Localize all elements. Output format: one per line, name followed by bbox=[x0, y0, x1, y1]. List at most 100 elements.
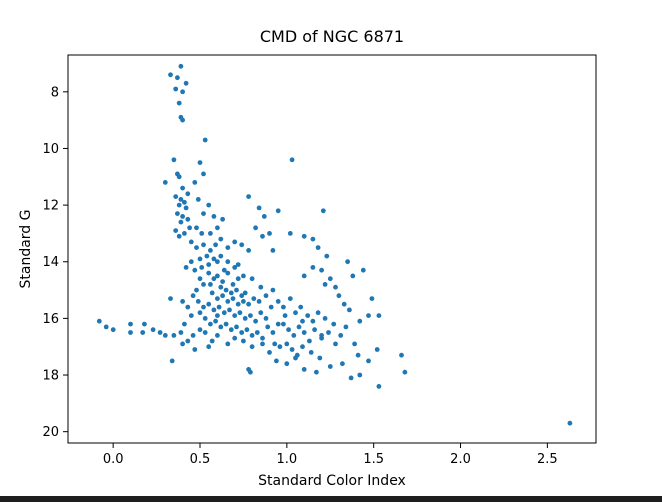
data-point bbox=[206, 262, 212, 267]
data-point bbox=[340, 361, 345, 367]
data-point bbox=[300, 318, 305, 324]
chart-title: CMD of NGC 6871 bbox=[260, 27, 404, 46]
data-point bbox=[182, 199, 187, 205]
data-point bbox=[187, 225, 193, 231]
data-point bbox=[183, 265, 189, 270]
plot-frame bbox=[67, 54, 597, 444]
data-point bbox=[192, 267, 198, 273]
data-point bbox=[326, 330, 331, 335]
data-point bbox=[225, 270, 231, 276]
data-point bbox=[248, 313, 253, 318]
data-point bbox=[315, 310, 321, 316]
data-point bbox=[291, 333, 297, 338]
data-point bbox=[211, 214, 217, 219]
data-point bbox=[211, 256, 217, 262]
data-point bbox=[343, 324, 349, 330]
data-point bbox=[178, 63, 184, 69]
taskbar-strip bbox=[0, 496, 662, 502]
data-point bbox=[336, 293, 342, 299]
data-point bbox=[249, 333, 255, 338]
data-points bbox=[96, 63, 573, 426]
data-point bbox=[265, 324, 271, 330]
data-point bbox=[234, 287, 239, 293]
data-point bbox=[319, 333, 324, 338]
data-point bbox=[230, 282, 236, 287]
data-point bbox=[263, 293, 269, 299]
data-point bbox=[256, 205, 262, 211]
data-point bbox=[215, 313, 220, 318]
data-point bbox=[402, 369, 408, 375]
data-point bbox=[260, 341, 265, 347]
data-point bbox=[327, 364, 333, 369]
y-tick-label: 20 bbox=[42, 425, 59, 440]
data-point bbox=[270, 330, 276, 335]
data-point bbox=[195, 299, 201, 304]
data-point bbox=[319, 267, 324, 273]
data-point bbox=[350, 273, 356, 279]
data-point bbox=[232, 265, 238, 270]
data-point bbox=[281, 321, 286, 327]
data-point bbox=[182, 231, 187, 236]
data-point bbox=[175, 75, 180, 81]
data-point bbox=[216, 304, 222, 310]
data-point bbox=[218, 253, 224, 259]
data-point bbox=[206, 344, 212, 350]
data-point bbox=[248, 369, 253, 375]
data-point bbox=[225, 299, 231, 304]
y-tick-label: 12 bbox=[42, 199, 59, 214]
y-tick-label: 10 bbox=[42, 142, 59, 157]
data-point bbox=[360, 267, 366, 273]
data-point bbox=[201, 211, 206, 217]
data-point bbox=[185, 216, 191, 222]
data-point bbox=[287, 296, 293, 301]
data-point bbox=[221, 310, 227, 316]
data-point bbox=[128, 321, 133, 327]
data-point bbox=[282, 313, 288, 318]
data-point bbox=[175, 211, 180, 217]
data-point bbox=[348, 375, 354, 381]
data-point bbox=[357, 318, 363, 324]
data-point bbox=[322, 316, 328, 321]
x-axis-label: Standard Color Index bbox=[258, 473, 406, 489]
data-point bbox=[241, 338, 246, 344]
data-point bbox=[307, 338, 312, 344]
data-point bbox=[244, 327, 250, 333]
data-point bbox=[211, 307, 217, 313]
data-point bbox=[260, 233, 265, 239]
data-point bbox=[315, 245, 321, 251]
data-point bbox=[322, 282, 328, 287]
data-point bbox=[168, 72, 173, 78]
data-point bbox=[171, 333, 177, 338]
data-point bbox=[201, 304, 206, 310]
data-point bbox=[376, 384, 382, 389]
data-point bbox=[298, 304, 304, 310]
data-point bbox=[333, 341, 338, 347]
data-point bbox=[197, 327, 203, 333]
data-point bbox=[192, 180, 198, 185]
data-point bbox=[188, 239, 194, 245]
data-point bbox=[314, 369, 319, 375]
data-point bbox=[345, 259, 350, 265]
data-point bbox=[194, 225, 199, 231]
data-point bbox=[310, 236, 316, 242]
y-axis-label: Standard G bbox=[18, 210, 34, 289]
data-point bbox=[310, 318, 316, 324]
data-point bbox=[192, 347, 198, 352]
data-point bbox=[275, 299, 281, 304]
data-point bbox=[215, 225, 220, 231]
data-point bbox=[261, 214, 267, 219]
data-point bbox=[209, 338, 215, 344]
data-point bbox=[293, 310, 298, 316]
data-point bbox=[286, 327, 291, 333]
data-point bbox=[366, 313, 371, 318]
data-point bbox=[275, 208, 281, 214]
data-point bbox=[188, 259, 194, 265]
data-point bbox=[211, 276, 217, 282]
data-point bbox=[202, 330, 208, 335]
data-point bbox=[157, 330, 163, 335]
data-point bbox=[234, 324, 239, 330]
y-tick-label: 16 bbox=[42, 312, 59, 327]
data-point bbox=[173, 228, 179, 234]
